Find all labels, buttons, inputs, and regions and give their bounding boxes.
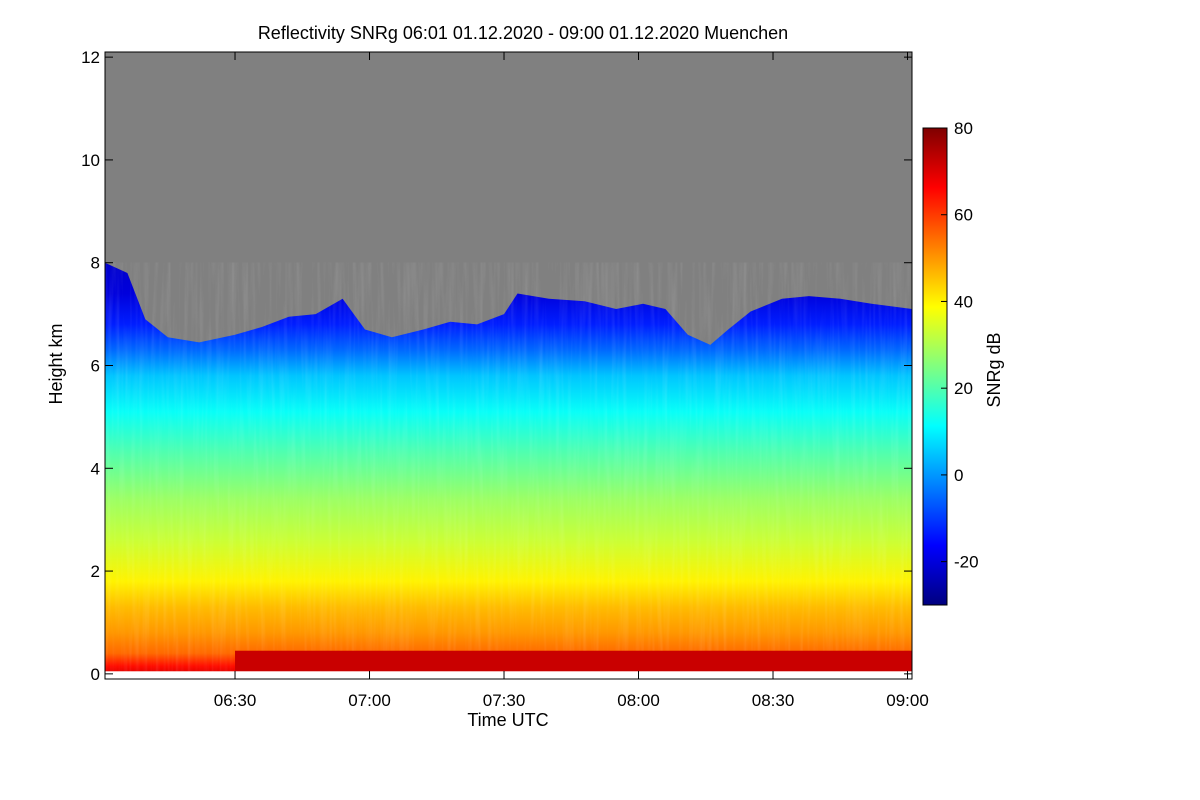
chart-title: Reflectivity SNRg 06:01 01.12.2020 - 09:… [258,23,788,43]
x-tick-label: 07:30 [483,691,526,710]
signal-texture [105,262,912,679]
x-tick-label: 07:00 [348,691,391,710]
y-tick-label: 6 [91,357,100,376]
colorbar-tick-label: 80 [954,119,973,138]
colorbar-tick-label: 40 [954,292,973,311]
y-axis: 0 2 4 6 8 10 12 [81,48,912,684]
y-tick-label: 8 [91,254,100,273]
ground-no-data-gap [105,671,912,679]
x-axis-label: Time UTC [467,710,548,730]
y-axis-label: Height km [46,323,66,404]
heatmap-plot-area [105,52,912,679]
x-axis: 06:30 07:00 07:30 08:00 08:30 09:00 [214,52,929,710]
x-tick-label: 06:30 [214,691,257,710]
colorbar-ticks: -20 0 20 40 60 80 [941,119,979,572]
colorbar-tick-label: 20 [954,379,973,398]
colorbar-tick-label: -20 [954,553,979,572]
y-tick-label: 10 [81,151,100,170]
x-tick-label: 08:30 [752,691,795,710]
colorbar-label: SNRg dB [984,332,1004,407]
colorbar-tick-label: 0 [954,466,963,485]
colorbar: -20 0 20 40 60 80 [922,119,979,606]
colorbar-tick-label: 60 [954,206,973,225]
colorbar-gradient [922,127,948,606]
y-tick-label: 0 [91,665,100,684]
y-tick-label: 2 [91,562,100,581]
y-tick-label: 12 [81,48,100,67]
x-tick-label: 09:00 [886,691,929,710]
x-tick-label: 08:00 [617,691,660,710]
surface-strong-echo-band [235,650,912,672]
y-tick-label: 4 [91,459,100,478]
